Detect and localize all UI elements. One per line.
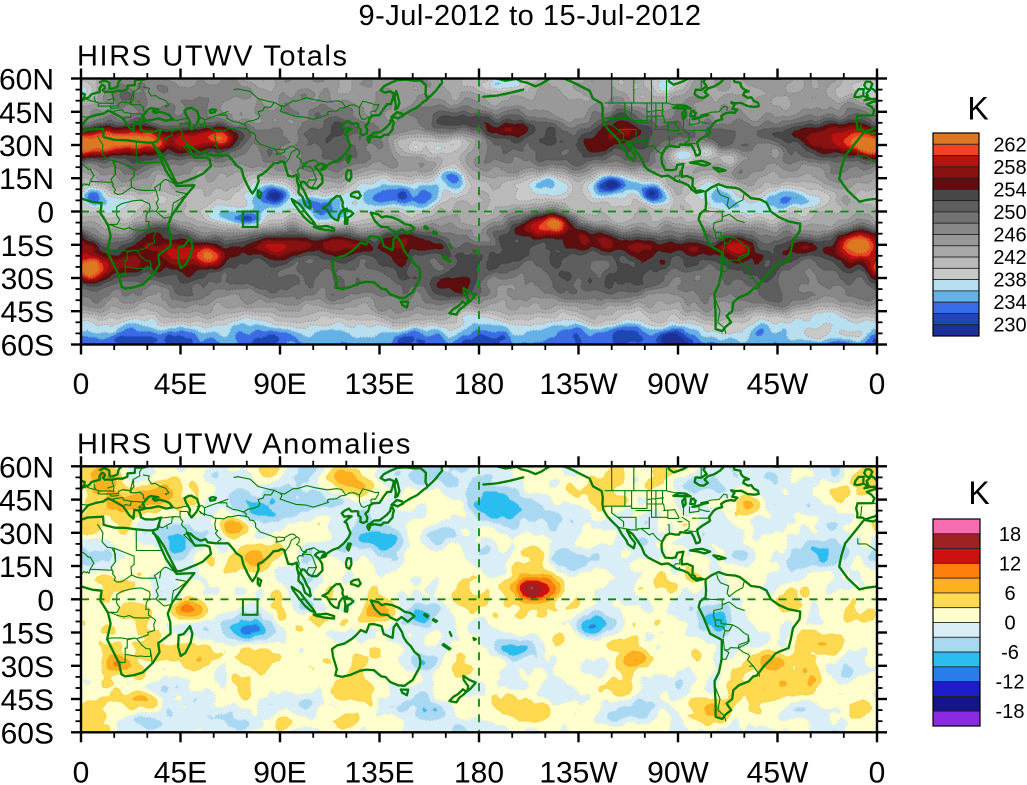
svg-text:258: 258 (993, 157, 1026, 179)
svg-text:238: 238 (993, 270, 1026, 292)
svg-text:-12: -12 (996, 672, 1025, 694)
svg-text:12: 12 (999, 553, 1021, 575)
svg-text:15N: 15N (0, 551, 54, 584)
svg-text:30S: 30S (1, 651, 54, 684)
svg-text:250: 250 (993, 202, 1026, 224)
svg-text:K: K (968, 475, 989, 511)
svg-text:234: 234 (993, 292, 1026, 314)
svg-text:90W: 90W (647, 757, 709, 785)
svg-text:30N: 30N (0, 518, 54, 551)
svg-text:HIRS UTWV Anomalies: HIRS UTWV Anomalies (77, 429, 412, 461)
svg-text:-6: -6 (1001, 642, 1019, 664)
svg-text:45W: 45W (747, 368, 809, 401)
svg-text:18: 18 (999, 524, 1021, 546)
svg-text:230: 230 (993, 315, 1026, 337)
svg-text:90E: 90E (253, 368, 306, 401)
svg-text:45E: 45E (154, 757, 207, 785)
svg-text:90W: 90W (647, 368, 709, 401)
svg-text:135E: 135E (344, 368, 414, 401)
svg-text:45E: 45E (154, 368, 207, 401)
svg-text:90E: 90E (253, 757, 306, 785)
svg-text:135E: 135E (344, 757, 414, 785)
svg-text:45S: 45S (1, 684, 54, 717)
svg-text:242: 242 (993, 247, 1026, 269)
svg-text:30N: 30N (0, 130, 54, 163)
svg-text:HIRS UTWV Totals: HIRS UTWV Totals (77, 41, 349, 73)
svg-text:60N: 60N (0, 451, 54, 484)
svg-text:246: 246 (993, 225, 1026, 247)
svg-text:60S: 60S (1, 717, 54, 750)
svg-text:0: 0 (37, 584, 54, 617)
svg-text:15S: 15S (1, 618, 54, 651)
svg-text:45N: 45N (0, 97, 54, 130)
svg-text:180: 180 (454, 757, 504, 785)
svg-text:-18: -18 (996, 701, 1025, 723)
svg-text:135W: 135W (539, 757, 618, 785)
svg-text:15N: 15N (0, 163, 54, 196)
svg-text:0: 0 (869, 368, 886, 401)
svg-text:60N: 60N (0, 64, 54, 97)
svg-text:0: 0 (1004, 613, 1015, 635)
svg-text:K: K (967, 91, 988, 127)
svg-text:45N: 45N (0, 485, 54, 518)
svg-text:262: 262 (993, 134, 1026, 156)
svg-text:0: 0 (37, 197, 54, 230)
svg-text:135W: 135W (539, 368, 618, 401)
svg-text:9-Jul-2012 to 15-Jul-2012: 9-Jul-2012 to 15-Jul-2012 (359, 0, 702, 32)
svg-text:254: 254 (993, 179, 1026, 201)
svg-text:45S: 45S (1, 296, 54, 329)
svg-text:6: 6 (1004, 583, 1015, 605)
svg-text:15S: 15S (1, 230, 54, 263)
svg-text:0: 0 (73, 757, 90, 785)
svg-text:60S: 60S (1, 330, 54, 363)
svg-text:180: 180 (454, 368, 504, 401)
svg-text:0: 0 (869, 757, 886, 785)
svg-text:0: 0 (73, 368, 90, 401)
svg-text:30S: 30S (1, 263, 54, 296)
svg-text:45W: 45W (747, 757, 809, 785)
